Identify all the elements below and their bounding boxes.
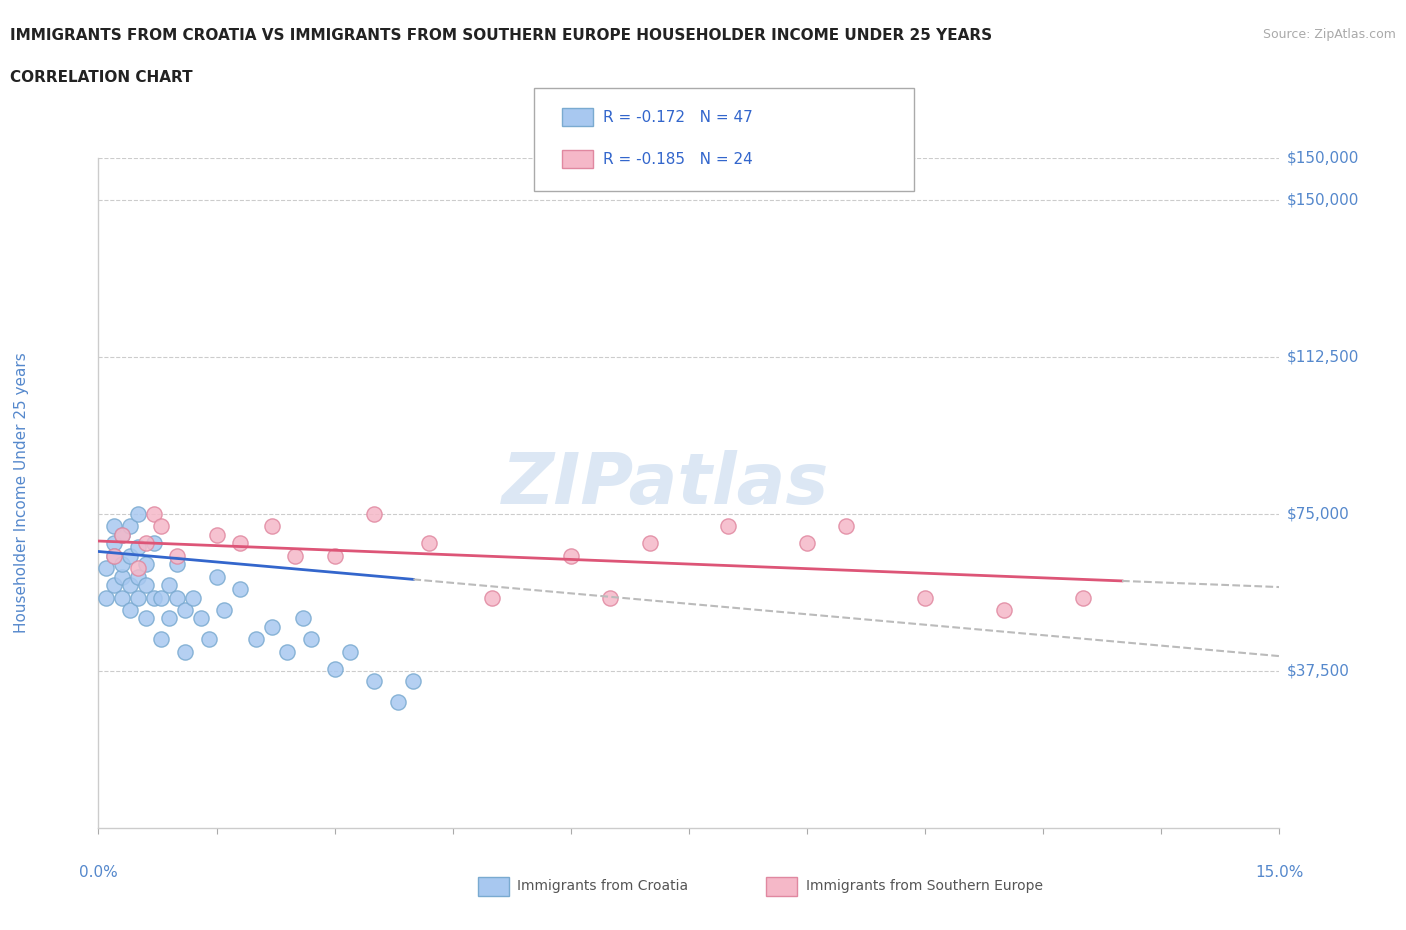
Point [914,590,936,604]
Point [111,527,134,542]
Point [166,548,188,563]
Point [111,569,134,584]
Point [363,506,385,521]
Point [96,590,118,604]
Point [103,548,125,563]
Text: $150,000: $150,000 [1286,193,1358,207]
Point [363,673,385,688]
Point [118,519,141,534]
Text: Householder Income Under 25 years: Householder Income Under 25 years [14,352,28,633]
Point [103,578,125,592]
Point [181,590,204,604]
Point [481,590,503,604]
Point [174,644,197,659]
Point [118,548,141,563]
Point [157,578,180,592]
Text: R = -0.172   N = 47: R = -0.172 N = 47 [603,110,754,125]
Text: R = -0.185   N = 24: R = -0.185 N = 24 [603,152,754,166]
Point [197,632,219,647]
Point [276,644,298,659]
Point [118,603,141,618]
Point [1071,590,1094,604]
Point [214,603,236,618]
Point [299,632,322,647]
Point [190,611,212,626]
Point [205,569,228,584]
Point [111,556,134,571]
Point [323,548,346,563]
Point [135,556,157,571]
Point [127,569,149,584]
Point [599,590,621,604]
Point [323,661,346,676]
Point [135,578,157,592]
Point [993,603,1015,618]
Point [127,590,149,604]
Text: $150,000: $150,000 [1286,151,1358,166]
Text: $112,500: $112,500 [1286,350,1358,365]
Point [150,590,173,604]
Point [339,644,361,659]
Point [142,536,165,551]
Point [150,519,173,534]
Point [796,536,818,551]
Text: 0.0%: 0.0% [79,865,118,880]
Text: $75,000: $75,000 [1286,506,1350,522]
Text: Immigrants from Croatia: Immigrants from Croatia [517,879,689,894]
Point [118,578,141,592]
Text: Source: ZipAtlas.com: Source: ZipAtlas.com [1263,28,1396,41]
Point [142,506,165,521]
Text: CORRELATION CHART: CORRELATION CHART [10,70,193,85]
Point [157,611,180,626]
Point [229,536,252,551]
Point [835,519,858,534]
Point [150,632,173,647]
Point [418,536,440,551]
Point [103,536,125,551]
Text: IMMIGRANTS FROM CROATIA VS IMMIGRANTS FROM SOUTHERN EUROPE HOUSEHOLDER INCOME UN: IMMIGRANTS FROM CROATIA VS IMMIGRANTS FR… [10,28,993,43]
Point [560,548,582,563]
Point [127,506,149,521]
Point [166,556,188,571]
Point [135,611,157,626]
Text: ZIPatlas: ZIPatlas [502,450,830,519]
Text: 15.0%: 15.0% [1256,865,1303,880]
Point [142,590,165,604]
Point [229,582,252,597]
Text: Immigrants from Southern Europe: Immigrants from Southern Europe [806,879,1043,894]
Point [127,539,149,554]
Point [284,548,307,563]
Point [717,519,740,534]
Point [292,611,315,626]
Point [127,561,149,576]
Point [96,561,118,576]
Point [245,632,267,647]
Text: $37,500: $37,500 [1286,663,1350,678]
Point [387,695,409,710]
Point [111,590,134,604]
Point [103,519,125,534]
Point [174,603,197,618]
Point [135,536,157,551]
Point [260,619,283,634]
Point [103,548,125,563]
Point [402,673,425,688]
Point [205,527,228,542]
Point [111,527,134,542]
Point [166,590,188,604]
Point [260,519,283,534]
Point [638,536,661,551]
